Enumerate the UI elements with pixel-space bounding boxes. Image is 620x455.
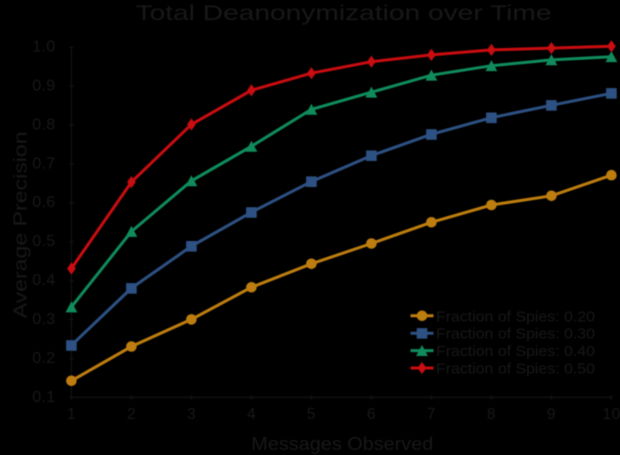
svg-text:0.9: 0.9 [32,78,55,95]
svg-text:0.2: 0.2 [32,350,55,367]
svg-text:4: 4 [247,406,256,423]
svg-text:0.4: 0.4 [32,272,55,289]
svg-text:6: 6 [367,406,376,423]
svg-text:5: 5 [307,406,316,423]
svg-text:9: 9 [547,406,556,423]
svg-text:Fraction of Spies: 0.50: Fraction of Spies: 0.50 [436,361,595,378]
svg-text:Total Deanonymization over Tim: Total Deanonymization over Time [136,2,552,25]
svg-text:Fraction of Spies: 0.20: Fraction of Spies: 0.20 [436,308,595,325]
svg-text:Messages Observed: Messages Observed [251,434,433,454]
svg-text:0.5: 0.5 [32,233,55,250]
svg-text:0.1: 0.1 [32,389,55,406]
svg-text:0.6: 0.6 [32,194,55,211]
svg-text:0.7: 0.7 [32,155,55,172]
svg-text:1: 1 [67,406,76,423]
svg-text:0.8: 0.8 [32,116,55,133]
svg-text:1.0: 1.0 [32,39,55,56]
svg-text:8: 8 [487,406,496,423]
svg-text:0.3: 0.3 [32,311,55,328]
svg-text:2: 2 [127,406,136,423]
svg-text:3: 3 [187,406,196,423]
svg-text:7: 7 [427,406,436,423]
svg-text:Average Precision: Average Precision [11,131,31,318]
svg-text:Fraction of Spies: 0.30: Fraction of Spies: 0.30 [436,326,595,343]
svg-text:Fraction of Spies: 0.40: Fraction of Spies: 0.40 [436,343,595,360]
svg-text:10: 10 [603,406,620,423]
